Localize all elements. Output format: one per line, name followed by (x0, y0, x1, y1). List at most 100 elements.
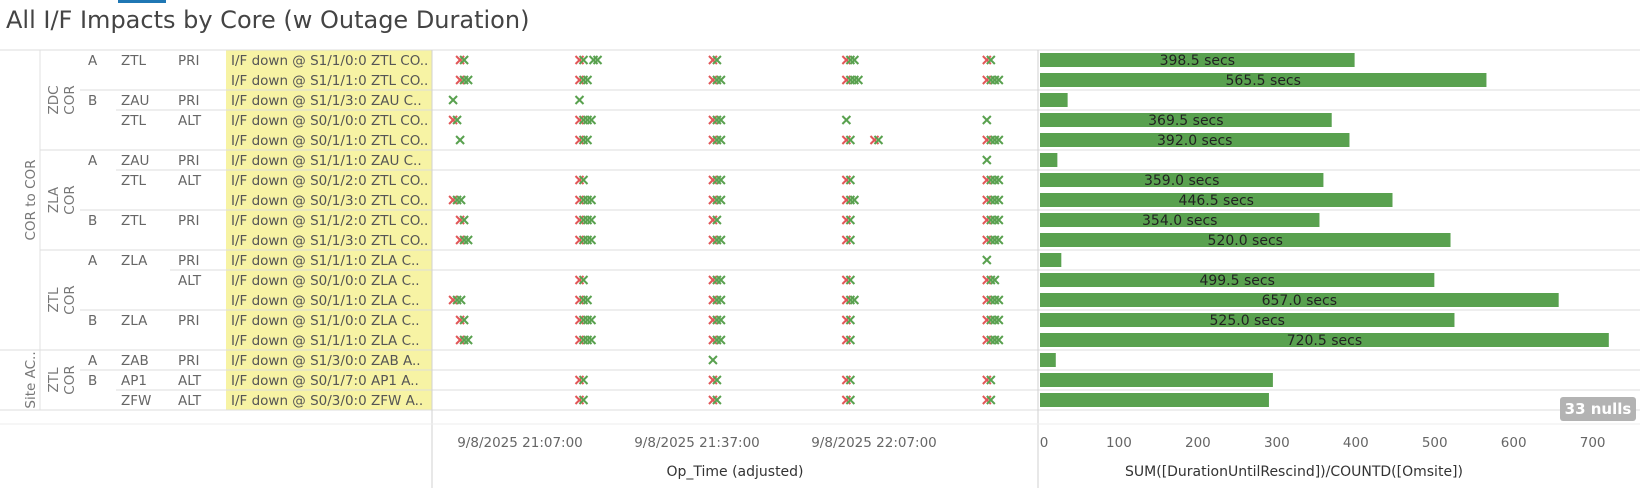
role-label: PRI (178, 353, 200, 369)
x-mark (982, 155, 992, 165)
core-label-line: ZTL (46, 287, 62, 312)
x-mark-stroke (578, 175, 589, 185)
x-mark-stroke (994, 75, 1004, 85)
duration-bar (1040, 293, 1559, 307)
page-title: All I/F Impacts by Core (w Outage Durati… (6, 6, 530, 34)
x-mark (716, 135, 726, 145)
x-mark-stroke (712, 55, 722, 65)
grid-lines (0, 49, 1640, 488)
x-mark-stroke (582, 295, 593, 305)
x-mark-stroke (845, 215, 856, 225)
row-description: I/F down @ S0/1/0:0 ZTL CO.. (231, 113, 428, 129)
x-mark-stroke (994, 315, 1004, 325)
duration-bar (1040, 253, 1062, 267)
row-description: I/F down @ S1/1/3:0 ZAU C.. (231, 93, 422, 109)
x-mark-stroke (459, 315, 469, 325)
bar-value-label: 499.5 secs (1199, 273, 1274, 289)
x-mark (986, 55, 996, 65)
x-mark-stroke (459, 215, 469, 225)
side-label: B (88, 313, 97, 329)
x-mark (853, 75, 864, 85)
side-label: B (88, 93, 97, 109)
x-mark-stroke (716, 135, 726, 145)
x-mark-stroke (578, 55, 589, 65)
x-mark (448, 95, 458, 105)
x-mark-stroke (994, 195, 1004, 205)
x-mark-stroke (845, 375, 856, 385)
bar-value-label: 446.5 secs (1179, 193, 1254, 209)
x-mark (578, 395, 589, 405)
scatter-tick-2: 9/8/2025 21:37:00 (634, 435, 760, 451)
x-mark (459, 55, 469, 65)
row-description: I/F down @ S0/1/7:0 AP1 A.. (231, 373, 419, 389)
x-mark-stroke (586, 315, 597, 325)
x-mark-stroke (716, 175, 726, 185)
x-mark (712, 375, 722, 385)
x-mark (873, 135, 884, 145)
x-mark (716, 275, 726, 285)
x-mark-stroke (452, 115, 462, 125)
x-mark (586, 235, 597, 245)
row-description: I/F down @ S1/1/1:0 ZLA C.. (231, 253, 420, 269)
x-mark (994, 175, 1004, 185)
x-mark-stroke (994, 235, 1004, 245)
bar-tick-label: 700 (1580, 435, 1606, 451)
x-mark-stroke (845, 235, 856, 245)
duration-bar (1040, 353, 1056, 367)
duration-bar (1040, 173, 1324, 187)
x-mark (716, 75, 726, 85)
x-mark-stroke (716, 275, 726, 285)
nulls-badge[interactable]: 33 nulls (1560, 397, 1636, 421)
row-description: I/F down @ S1/1/0:0 ZTL CO.. (231, 53, 428, 69)
duration-bar (1040, 153, 1058, 167)
x-mark-stroke (994, 135, 1004, 145)
x-mark-stroke (586, 235, 597, 245)
core-label-line: COR (62, 285, 78, 314)
site-label: AP1 (121, 373, 147, 389)
duration-bar (1040, 73, 1487, 87)
x-mark-stroke (986, 395, 996, 405)
x-mark (459, 215, 469, 225)
x-mark (586, 215, 597, 225)
role-label: ALT (178, 113, 202, 129)
x-mark (586, 335, 597, 345)
x-mark-stroke (459, 55, 469, 65)
x-mark-stroke (841, 115, 852, 125)
duration-bar (1040, 193, 1393, 207)
x-mark (845, 235, 856, 245)
duration-bar (1040, 393, 1269, 407)
x-mark (849, 195, 860, 205)
x-mark-stroke (845, 135, 856, 145)
x-mark-stroke (716, 335, 726, 345)
x-mark-stroke (986, 375, 996, 385)
x-mark-stroke (463, 75, 473, 85)
x-mark (459, 315, 469, 325)
x-mark-stroke (578, 275, 589, 285)
x-mark (841, 115, 852, 125)
x-mark (463, 335, 473, 345)
row-description: I/F down @ S0/1/1:0 ZTL CO.. (231, 133, 428, 149)
x-mark (452, 115, 462, 125)
x-mark-stroke (845, 275, 856, 285)
x-mark-stroke (455, 135, 465, 145)
row-description: I/F down @ S0/1/0:0 ZLA C.. (231, 273, 420, 289)
site-label: ZTL (121, 213, 146, 229)
x-mark-stroke (849, 195, 860, 205)
x-mark (982, 255, 992, 265)
row-description: I/F down @ S1/1/1:0 ZLA C.. (231, 333, 420, 349)
x-mark-stroke (582, 75, 593, 85)
x-mark-stroke (994, 215, 1004, 225)
x-mark-stroke (716, 315, 726, 325)
x-mark (712, 55, 722, 65)
row-description: I/F down @ S1/1/2:0 ZTL CO.. (231, 213, 428, 229)
bar-value-label: 565.5 secs (1226, 73, 1301, 89)
x-mark (845, 335, 856, 345)
x-mark (463, 75, 473, 85)
x-mark-stroke (845, 335, 856, 345)
x-mark (994, 295, 1004, 305)
bar-value-label: 720.5 secs (1287, 333, 1362, 349)
row-description: I/F down @ S1/1/0:0 ZLA C.. (231, 313, 420, 329)
x-mark (455, 135, 465, 145)
x-mark (716, 115, 726, 125)
